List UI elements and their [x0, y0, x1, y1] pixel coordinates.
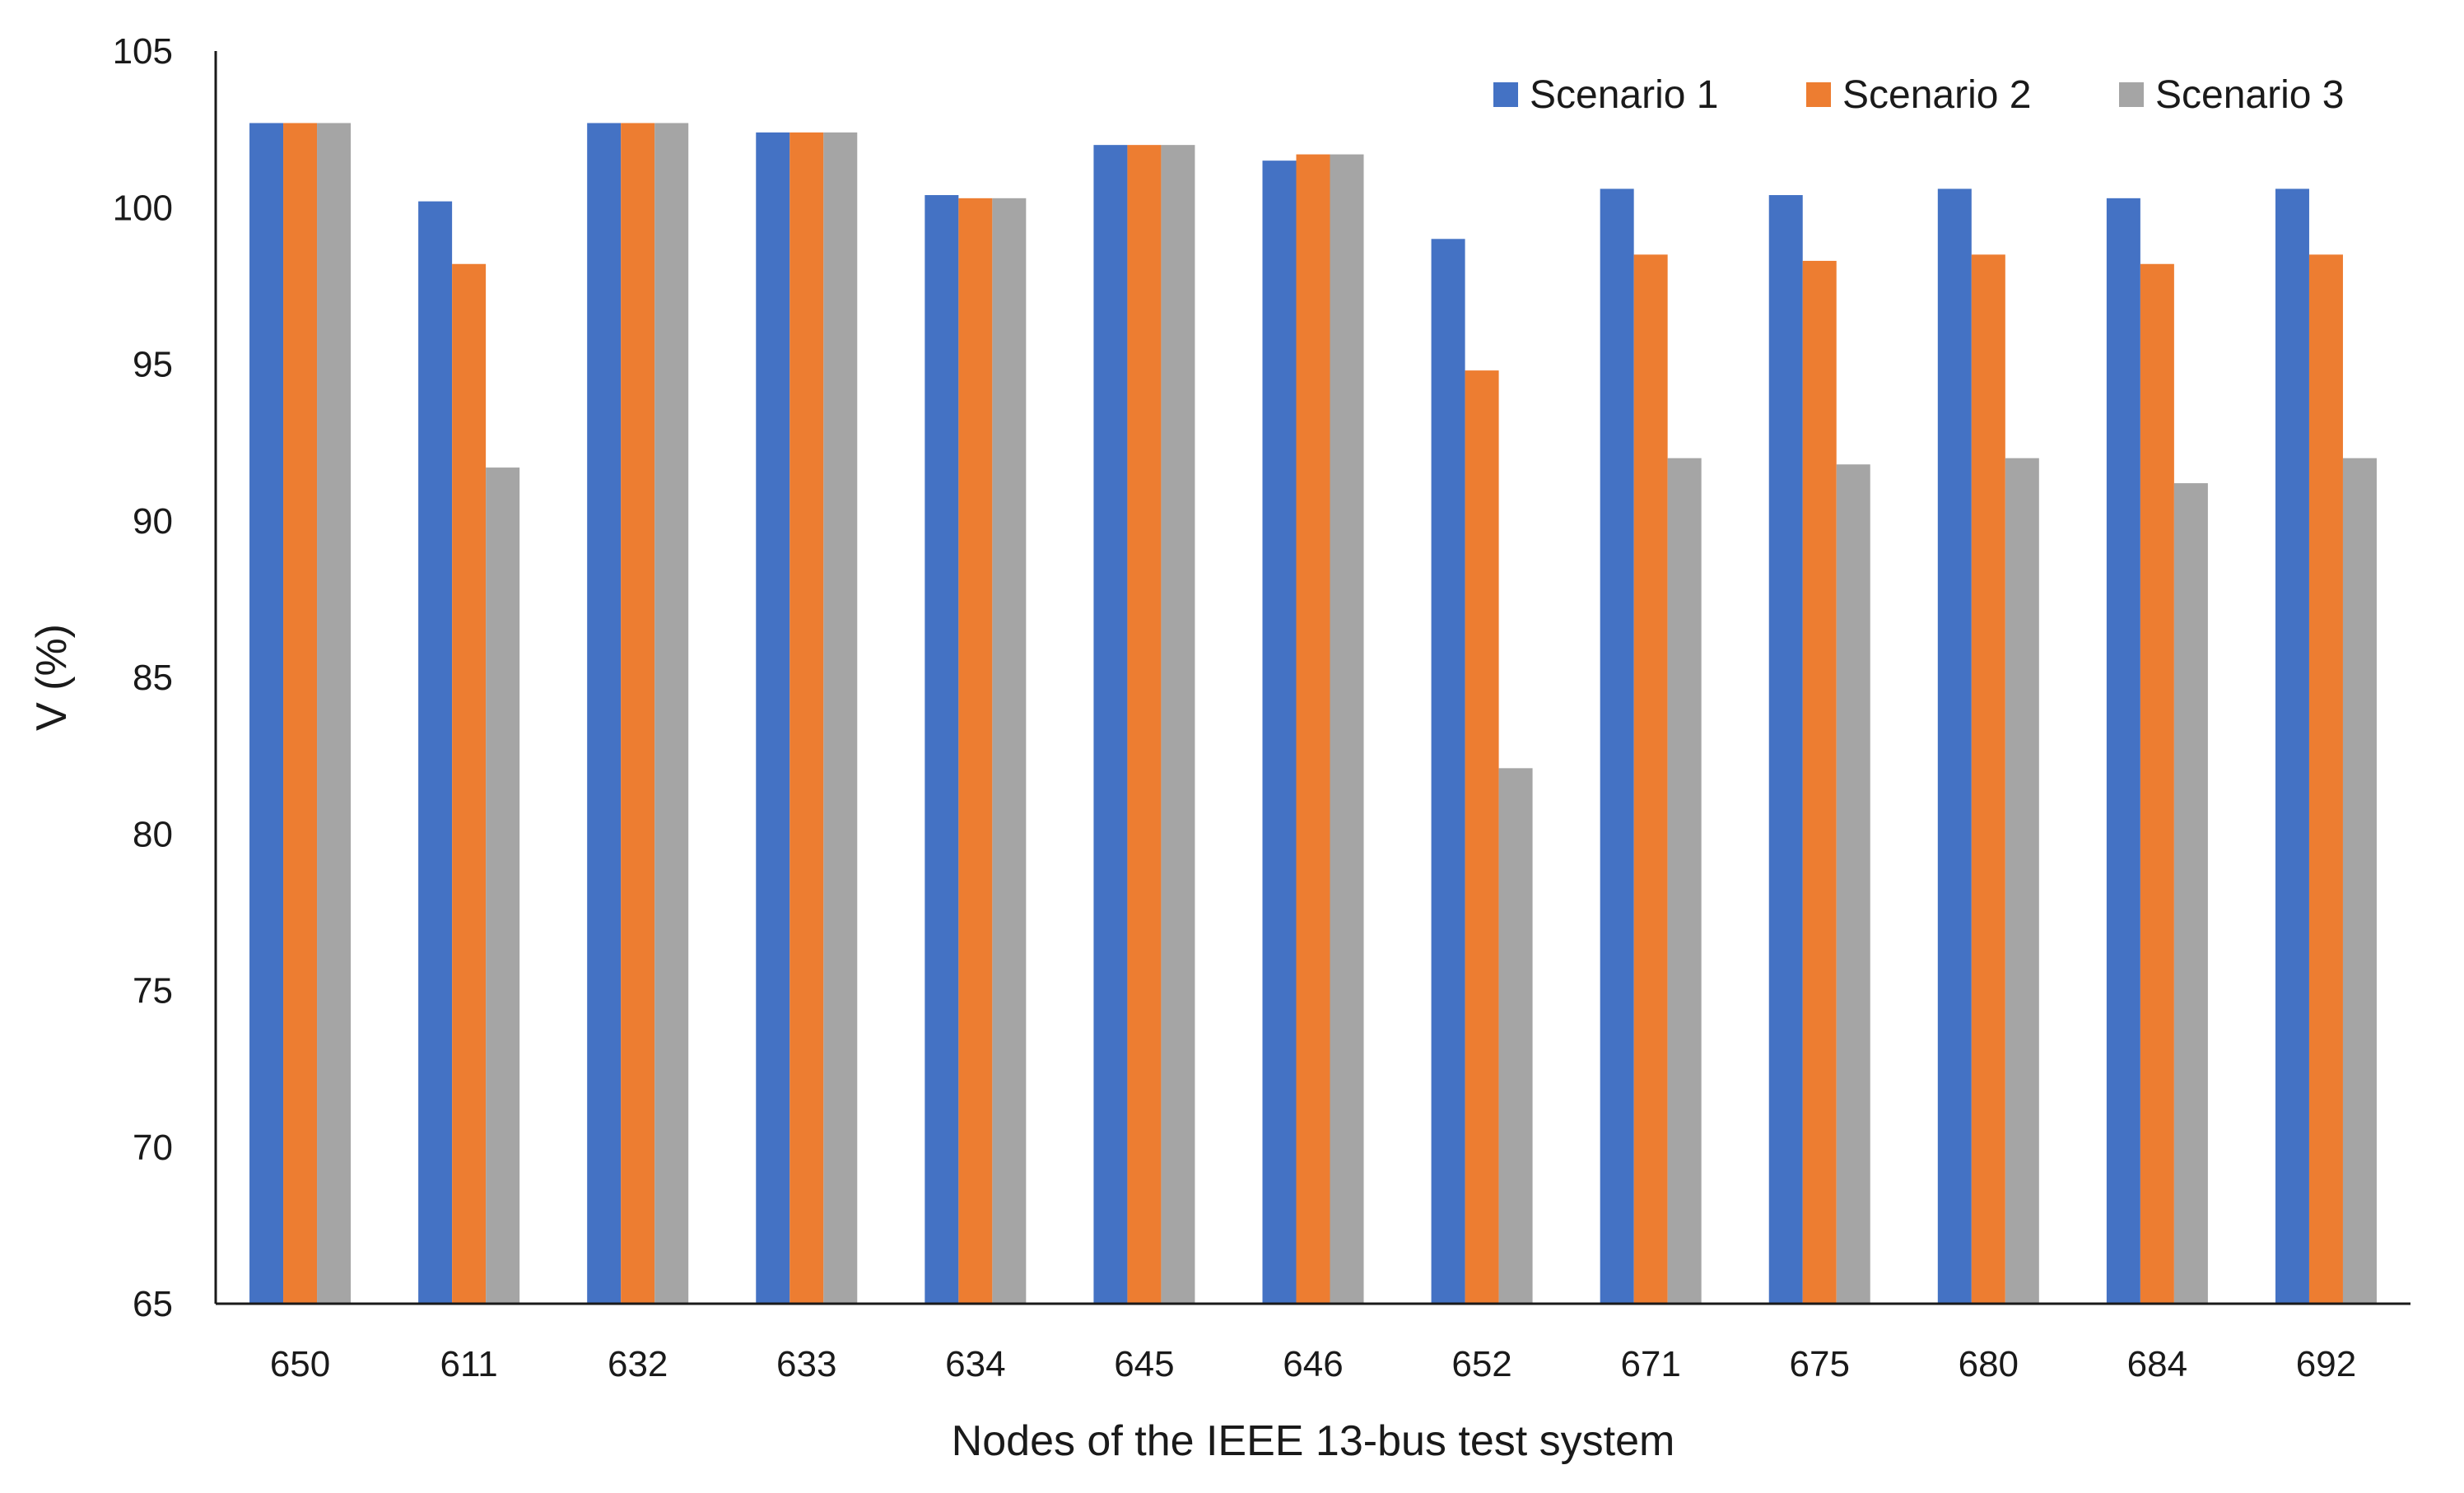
bar-scenario-3-646: [1330, 154, 1364, 1305]
bar-scenario-1-671: [1600, 188, 1634, 1304]
bars-layer: [249, 123, 2377, 1305]
y-tick-label: 95: [133, 345, 173, 385]
axes-layer: [214, 51, 2410, 1305]
bar-scenario-2-652: [1465, 370, 1499, 1304]
bar-scenario-1-680: [1937, 188, 1972, 1304]
bar-scenario-1-692: [2275, 188, 2309, 1304]
bar-scenario-2-671: [1633, 254, 1668, 1305]
y-tick-label: 70: [133, 1128, 173, 1168]
bar-scenario-3-633: [823, 132, 858, 1305]
bar-scenario-1-646: [1262, 160, 1297, 1304]
x-tick-label: 680: [1959, 1344, 2019, 1384]
bar-scenario-1-650: [249, 123, 284, 1304]
bar-scenario-3-671: [1667, 458, 1702, 1304]
bar-scenario-1-632: [587, 123, 622, 1304]
bar-scenario-2-675: [1802, 260, 1837, 1304]
x-tick-label: 675: [1790, 1344, 1850, 1384]
bar-scenario-2-634: [958, 198, 993, 1305]
bar-scenario-2-684: [2140, 263, 2174, 1304]
y-tick-label: 105: [113, 31, 173, 72]
legend-swatch-2: [1806, 82, 1831, 107]
x-tick-label: 646: [1283, 1344, 1343, 1384]
bar-scenario-3-652: [1498, 768, 1533, 1304]
bar-scenario-1-633: [756, 132, 790, 1305]
bar-scenario-2-650: [283, 123, 318, 1304]
bar-scenario-2-645: [1127, 145, 1162, 1304]
bar-scenario-3-675: [1836, 464, 1870, 1304]
y-tick-label: 85: [133, 658, 173, 698]
y-tick-label: 75: [133, 971, 173, 1012]
x-tick-label: 652: [1451, 1344, 1511, 1384]
bar-scenario-2-646: [1296, 154, 1330, 1305]
bar-scenario-1-645: [1093, 145, 1128, 1304]
bar-scenario-1-652: [1431, 239, 1465, 1304]
x-tick-label: 634: [945, 1344, 1005, 1384]
bar-scenario-3-680: [2005, 458, 2039, 1304]
bar-scenario-1-675: [1768, 195, 1803, 1304]
bar-scenario-3-632: [654, 123, 689, 1304]
bar-scenario-1-611: [418, 201, 453, 1304]
bar-scenario-1-684: [2106, 198, 2140, 1305]
x-tick-label: 671: [1620, 1344, 1680, 1384]
bar-scenario-3-634: [992, 198, 1027, 1305]
bar-scenario-2-611: [452, 263, 487, 1304]
legend-swatch-1: [1493, 82, 1518, 107]
y-tick-label: 90: [133, 501, 173, 542]
y-tick-label: 100: [113, 188, 173, 228]
legend-swatch-3: [2119, 82, 2144, 107]
x-tick-label: 645: [1114, 1344, 1174, 1384]
legend-label-3: Scenario 3: [2155, 73, 2344, 117]
x-tick-labels: 650 611 632 633 634 645 646 652 671 675 680 684 692: [270, 1344, 2356, 1384]
legend-label-1: Scenario 1: [1530, 73, 1718, 117]
bar-scenario-3-645: [1161, 145, 1195, 1304]
y-tick-label: 80: [133, 814, 173, 854]
bar-scenario-2-632: [621, 123, 655, 1304]
legend-label-2: Scenario 2: [1842, 73, 2031, 117]
bar-scenario-1-634: [925, 195, 959, 1304]
bar-scenario-3-692: [2342, 458, 2377, 1304]
bar-scenario-2-680: [1971, 254, 2005, 1305]
bar-scenario-3-650: [317, 123, 352, 1304]
y-tick-label: 65: [133, 1284, 173, 1324]
x-axis-title: Nodes of the IEEE 13-bus test system: [952, 1417, 1675, 1465]
legend: Scenario 1 Scenario 2 Scenario 3: [1493, 73, 2344, 117]
y-axis-title: V (%): [28, 624, 76, 731]
x-tick-label: 684: [2127, 1344, 2187, 1384]
bar-scenario-3-611: [486, 467, 520, 1304]
x-tick-label: 611: [440, 1344, 498, 1384]
x-tick-label: 650: [270, 1344, 330, 1384]
x-tick-label: 633: [776, 1344, 836, 1384]
y-tick-labels: 65 70 75 80 85 90 95 100 105: [113, 31, 173, 1324]
x-tick-label: 632: [608, 1344, 668, 1384]
bar-scenario-3-684: [2173, 483, 2208, 1304]
bar-scenario-2-692: [2308, 254, 2343, 1305]
x-tick-label: 692: [2296, 1344, 2356, 1384]
bar-scenario-2-633: [790, 132, 824, 1305]
